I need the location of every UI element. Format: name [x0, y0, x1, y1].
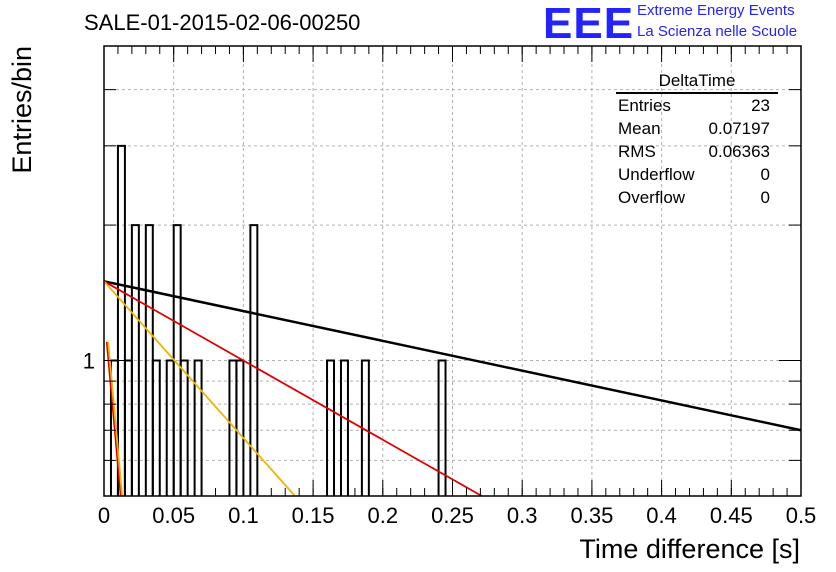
histogram-bar — [326, 359, 336, 496]
histogram-bar — [235, 359, 245, 496]
eee-subtitle-line2: La Scienza nelle Scuole — [637, 23, 798, 40]
histogram-bar — [437, 359, 447, 496]
x-tick-label: 0.05 — [152, 503, 195, 528]
grid-lines — [104, 46, 801, 496]
histogram-bar — [151, 359, 161, 496]
stats-label: RMS — [618, 142, 656, 161]
run-title: SALE-01-2015-02-06-00250 — [84, 10, 361, 35]
y-tick-labels: 1 — [83, 349, 95, 374]
x-tick-label: 0.15 — [292, 503, 335, 528]
x-tick-label: 0.3 — [507, 503, 538, 528]
x-tick-label: 0.4 — [646, 503, 677, 528]
eee-logo: EEE — [543, 0, 635, 48]
x-tick-label: 0.25 — [431, 503, 474, 528]
histogram-bar — [193, 359, 203, 496]
axis-ticks — [103, 46, 802, 496]
x-tick-label: 0.5 — [786, 503, 817, 528]
fit-line — [107, 341, 124, 497]
x-tick-label: 0.1 — [228, 503, 259, 528]
eee-subtitle-line1: Extreme Energy Events — [637, 2, 795, 19]
stats-value: 0.07197 — [708, 119, 770, 138]
x-axis-label: Time difference [s] — [579, 534, 800, 564]
stats-label: Entries — [618, 96, 671, 115]
x-tick-label: 0.35 — [570, 503, 613, 528]
fit-lines — [103, 280, 802, 497]
histogram-bar — [130, 224, 140, 496]
histogram-bar — [339, 359, 349, 496]
x-tick-label: 0.2 — [368, 503, 399, 528]
x-tick-label: 0.45 — [710, 503, 753, 528]
stats-box: DeltaTime Entries 23 Mean 0.07197 RMS 0.… — [612, 70, 778, 209]
stats-row-rms: RMS 0.06363 — [612, 140, 778, 163]
stats-row-overflow: Overflow 0 — [612, 186, 778, 209]
x-tick-labels: 0 0.05 0.1 0.15 0.2 0.25 0.3 0.35 0.4 0.45 0.5 — [98, 503, 816, 528]
fit-line — [105, 341, 122, 497]
stats-value: 23 — [751, 96, 770, 115]
stats-row-mean: Mean 0.07197 — [612, 117, 778, 140]
x-tick-label: 0 — [98, 503, 110, 528]
stats-label: Mean — [618, 119, 661, 138]
stats-value: 0 — [760, 165, 770, 184]
fit-line — [103, 280, 296, 497]
stats-row-entries: Entries 23 — [612, 94, 778, 117]
fit-line — [103, 280, 802, 432]
y-axis-label: Entries/bin — [7, 46, 37, 174]
histogram-bars — [109, 144, 447, 496]
stats-title: DeltaTime — [616, 70, 778, 94]
stats-value: 0.06363 — [708, 142, 770, 161]
histogram-bar — [179, 359, 189, 496]
stats-label: Underflow — [618, 165, 695, 184]
histogram-bar — [116, 144, 126, 496]
y-tick-label: 1 — [83, 349, 95, 374]
fit-line — [103, 280, 483, 497]
stats-value: 0 — [760, 188, 770, 207]
stats-row-underflow: Underflow 0 — [612, 163, 778, 186]
stats-label: Overflow — [618, 188, 686, 207]
histogram-bar — [249, 224, 259, 496]
